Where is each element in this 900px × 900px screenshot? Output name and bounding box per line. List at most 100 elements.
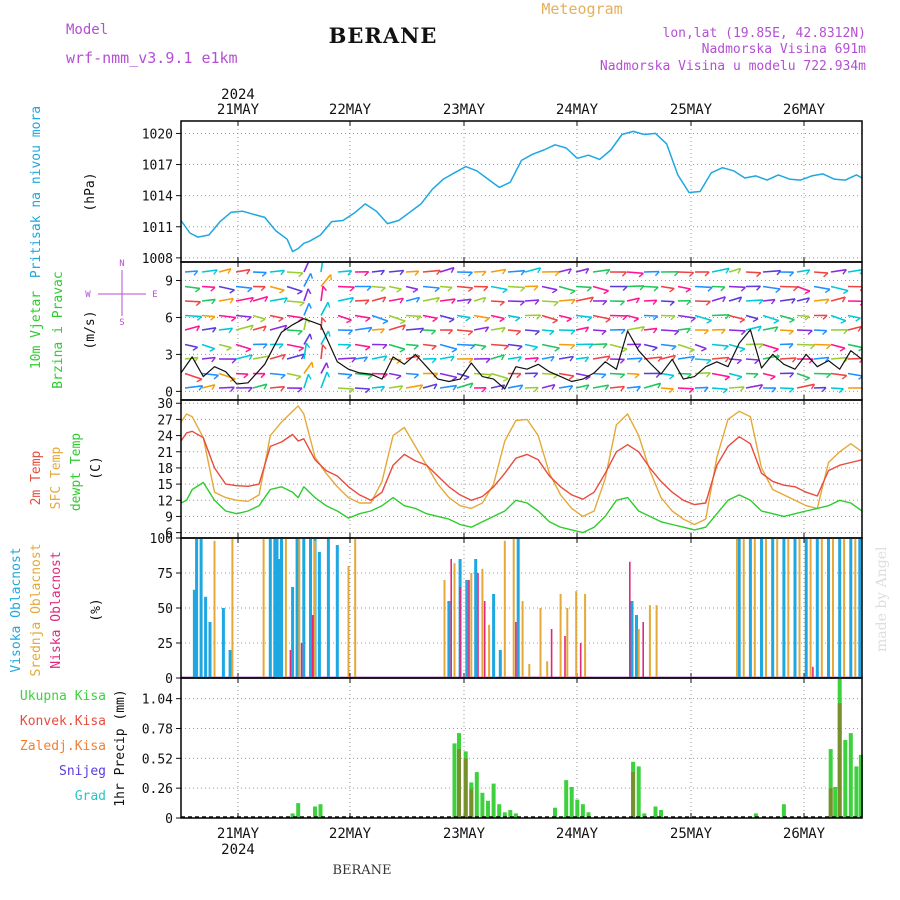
- wind-arrow-head: [399, 270, 405, 276]
- wind-arrow-head: [396, 288, 402, 293]
- wind-arrow-head: [704, 271, 710, 277]
- total-rain-bar: [497, 804, 502, 818]
- wind-arrow: [575, 384, 589, 389]
- wind-arrow: [541, 343, 560, 349]
- wind-arrow: [558, 298, 576, 302]
- wind-arrow-head: [517, 356, 522, 362]
- wind-arrow-head: [380, 287, 386, 292]
- wind-arrow-head: [756, 285, 762, 291]
- wind-arrow-head: [655, 372, 661, 378]
- wind-arrow: [796, 329, 813, 332]
- bottom-date-label: 21MAY: [217, 826, 260, 842]
- wind-arrow: [337, 357, 356, 360]
- y-tick-label: 6: [165, 527, 173, 542]
- wind-arrow-head: [773, 319, 780, 324]
- cloud-side-title-3: Niska Oblacnost: [49, 551, 64, 668]
- high-cloud-bar: [280, 538, 283, 678]
- wind-arrow: [541, 383, 556, 389]
- wind-arrow: [830, 268, 847, 273]
- wind-arrow-head: [227, 268, 232, 275]
- low-cloud-bar: [459, 587, 461, 678]
- wind-arrow-head: [549, 330, 555, 336]
- wind-arrow-head: [602, 343, 608, 349]
- wind-arrow-head: [279, 289, 285, 294]
- mid-cloud-bar: [354, 538, 357, 678]
- wind-arrow-head: [366, 285, 372, 292]
- wind-arrow-head: [380, 328, 385, 334]
- wind-arrow-head: [468, 358, 474, 364]
- low-cloud-bar: [450, 559, 452, 678]
- wind-arrow-head: [554, 347, 560, 352]
- wind-arrow-head: [701, 347, 707, 352]
- wind-arrow: [337, 270, 352, 273]
- wind-arrow-head: [841, 296, 846, 303]
- wind-arrow-head: [347, 374, 353, 379]
- wind-arrow-head: [396, 359, 402, 365]
- wind-arrow-head: [519, 301, 525, 306]
- wind-arrow-head: [296, 290, 303, 295]
- wind-arrow: [728, 329, 746, 332]
- wind-arrow: [269, 324, 287, 331]
- wind-arrow: [286, 300, 305, 304]
- wind-arrow-head: [633, 318, 640, 323]
- high-cloud-bar: [295, 538, 299, 678]
- wind-arrow: [711, 372, 730, 378]
- wind-arrow: [235, 268, 251, 273]
- wind-arrow-head: [448, 329, 453, 335]
- wind-arrow: [252, 295, 268, 302]
- temp-side-title-3: dewpt Temp: [69, 433, 84, 511]
- wind-arrow: [626, 285, 645, 288]
- y-tick-label: 1.04: [142, 693, 173, 708]
- wind-arrow: [609, 385, 625, 389]
- wind-arrow-head: [280, 374, 286, 380]
- high-cloud-bar: [273, 538, 277, 678]
- wind-arrow-head: [380, 270, 385, 276]
- wind-arrow: [286, 271, 303, 274]
- wind-arrow-head: [736, 359, 742, 365]
- wind-arrow: [184, 372, 203, 380]
- wind-arrow: [745, 384, 763, 389]
- wind-arrow-head: [196, 325, 201, 332]
- wind-arrow-head: [622, 315, 628, 321]
- pressure-unit: (hPa): [83, 172, 98, 211]
- wind-arrow-head: [569, 290, 576, 295]
- wind-arrow-head: [260, 318, 266, 323]
- wind-arrow: [643, 314, 658, 317]
- y-tick-label: 24: [157, 430, 173, 445]
- wind-arrow-head: [213, 374, 219, 380]
- wind-arrow-head: [685, 288, 691, 293]
- mid-cloud-bar: [284, 538, 287, 678]
- y-tick-label: 9: [165, 510, 173, 525]
- y-tick-label: 75: [157, 567, 173, 582]
- cloud-side-title-1: Visoka Oblacnost: [9, 547, 24, 672]
- wind-arrow-head: [770, 299, 776, 305]
- wind-arrow: [626, 326, 645, 331]
- wind-arrow: [779, 343, 794, 346]
- y-tick-label: 9: [165, 274, 173, 289]
- wind-arrow: [762, 326, 778, 331]
- wind-arrow-head: [412, 288, 419, 293]
- wind-arrow: [184, 285, 201, 290]
- wind-arrow: [252, 355, 270, 360]
- wind-arrow-head: [305, 342, 311, 349]
- precip-unit: 1hr Precip (mm): [113, 689, 128, 806]
- wind-arrow-head: [283, 325, 288, 331]
- wind-arrow-head: [533, 387, 539, 393]
- wind-arrow-head: [605, 318, 611, 323]
- wind-arrow-head: [586, 286, 592, 292]
- wind-arrow: [575, 267, 589, 273]
- wind-arrow-head: [281, 354, 286, 360]
- wind-arrow-head: [469, 382, 474, 389]
- wind-arrow-head: [773, 348, 779, 353]
- wind-arrow: [201, 372, 219, 377]
- low-cloud-bar: [477, 573, 479, 678]
- wind-arrow: [269, 372, 286, 376]
- wind-arrow-head: [298, 272, 304, 278]
- high-cloud-bar: [827, 538, 830, 678]
- high-cloud-bar: [516, 538, 520, 678]
- wind-arrow: [269, 269, 285, 273]
- wind-arrow-head: [686, 300, 692, 306]
- wind-arrow-head: [435, 297, 440, 303]
- wind-arrow-head: [570, 344, 576, 350]
- wind-arrow-head: [347, 329, 353, 335]
